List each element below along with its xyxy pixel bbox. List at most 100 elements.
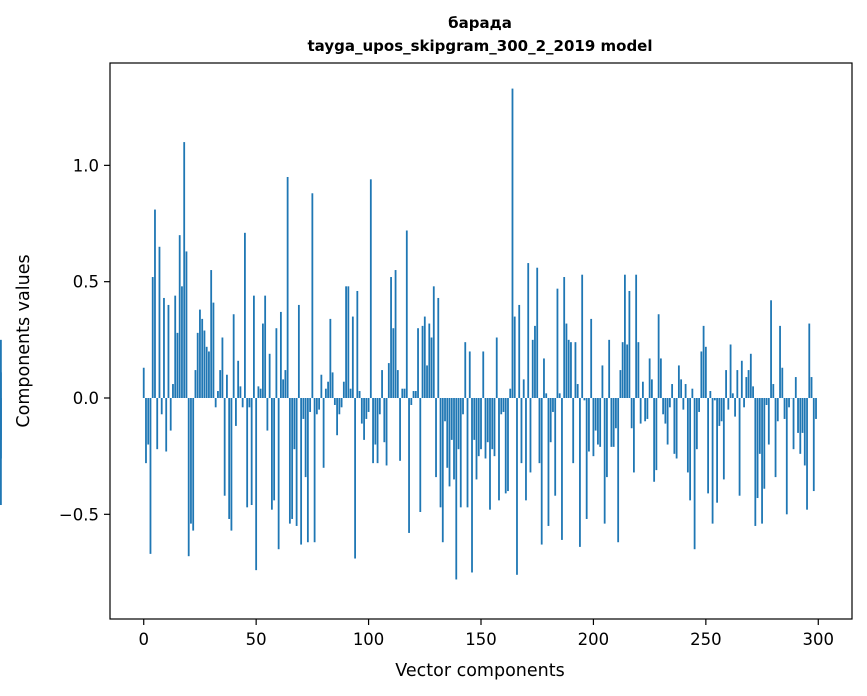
bar: [358, 391, 361, 398]
bar: [203, 330, 206, 398]
bar: [396, 370, 399, 398]
bar: [149, 398, 152, 554]
bar: [529, 398, 532, 473]
bar: [720, 398, 723, 422]
bar: [641, 381, 644, 398]
bar: [288, 398, 291, 524]
bar: [635, 274, 638, 398]
bar: [471, 398, 473, 573]
bar: [662, 398, 665, 415]
bar: [686, 398, 689, 473]
bar: [491, 398, 494, 450]
bar: [709, 391, 712, 398]
bar: [520, 398, 523, 464]
bar: [531, 339, 534, 398]
bar: [606, 398, 608, 478]
bar: [199, 309, 201, 398]
bar: [749, 353, 752, 398]
bar: [322, 398, 325, 468]
bar: [698, 398, 700, 412]
bar: [772, 384, 775, 398]
bar: [176, 332, 179, 398]
bar: [275, 328, 278, 398]
bar: [446, 398, 449, 468]
bar: [466, 398, 469, 508]
bar: [0, 398, 2, 440]
bar: [185, 251, 188, 398]
bar: [644, 398, 647, 422]
x-tick-label: 100: [353, 630, 385, 649]
bar: [711, 398, 714, 524]
bar: [747, 370, 750, 398]
bar: [545, 393, 548, 398]
bar: [423, 316, 426, 398]
bar: [581, 274, 584, 398]
bar: [770, 300, 772, 398]
bar: [527, 263, 530, 398]
bar: [360, 398, 363, 424]
bar: [167, 304, 170, 398]
bar: [165, 398, 168, 452]
bar: [259, 388, 262, 398]
bar: [342, 381, 345, 398]
bar: [734, 398, 736, 417]
bar: [257, 386, 260, 398]
bar: [347, 286, 350, 398]
bar: [707, 398, 709, 494]
bar: [426, 365, 428, 398]
bar: [147, 398, 150, 445]
bar: [628, 290, 631, 398]
bar: [432, 286, 435, 398]
bar: [410, 398, 413, 405]
bars-group: [0, 88, 817, 580]
bar: [210, 270, 213, 398]
bar: [484, 398, 487, 459]
bar: [538, 398, 541, 464]
bar: [217, 391, 219, 398]
bar: [383, 398, 386, 443]
bar: [637, 342, 640, 398]
bar: [594, 398, 597, 431]
bar: [675, 398, 678, 459]
bar: [158, 246, 161, 398]
bar: [794, 377, 797, 398]
bar: [385, 398, 388, 466]
bar: [781, 367, 784, 398]
bar: [756, 398, 759, 499]
bar: [617, 398, 620, 543]
bar: [493, 398, 496, 457]
bar: [552, 398, 554, 412]
bar: [223, 398, 226, 496]
bar: [381, 370, 383, 398]
bar: [810, 377, 813, 398]
bar: [693, 398, 696, 550]
bar: [504, 398, 507, 494]
bar: [145, 398, 147, 464]
bar: [684, 384, 687, 398]
bar: [455, 398, 458, 580]
plot-frame: [109, 62, 853, 620]
bar: [142, 367, 145, 398]
bar: [232, 314, 235, 398]
bar: [480, 398, 482, 450]
bar: [309, 398, 312, 412]
bar: [549, 398, 552, 443]
bar: [374, 398, 377, 445]
bar: [785, 398, 788, 515]
bar: [534, 325, 536, 398]
bar: [561, 398, 563, 540]
bar: [331, 372, 334, 398]
bar: [743, 398, 745, 408]
bar: [291, 398, 294, 519]
bar: [279, 311, 282, 398]
bar: [680, 379, 683, 398]
bar: [464, 342, 467, 398]
bar: [738, 398, 741, 496]
bar: [489, 398, 491, 510]
bar: [677, 365, 680, 398]
bar: [457, 398, 460, 450]
bar: [448, 398, 451, 487]
bar: [392, 328, 395, 398]
bar: [453, 398, 455, 480]
bar: [608, 339, 611, 398]
